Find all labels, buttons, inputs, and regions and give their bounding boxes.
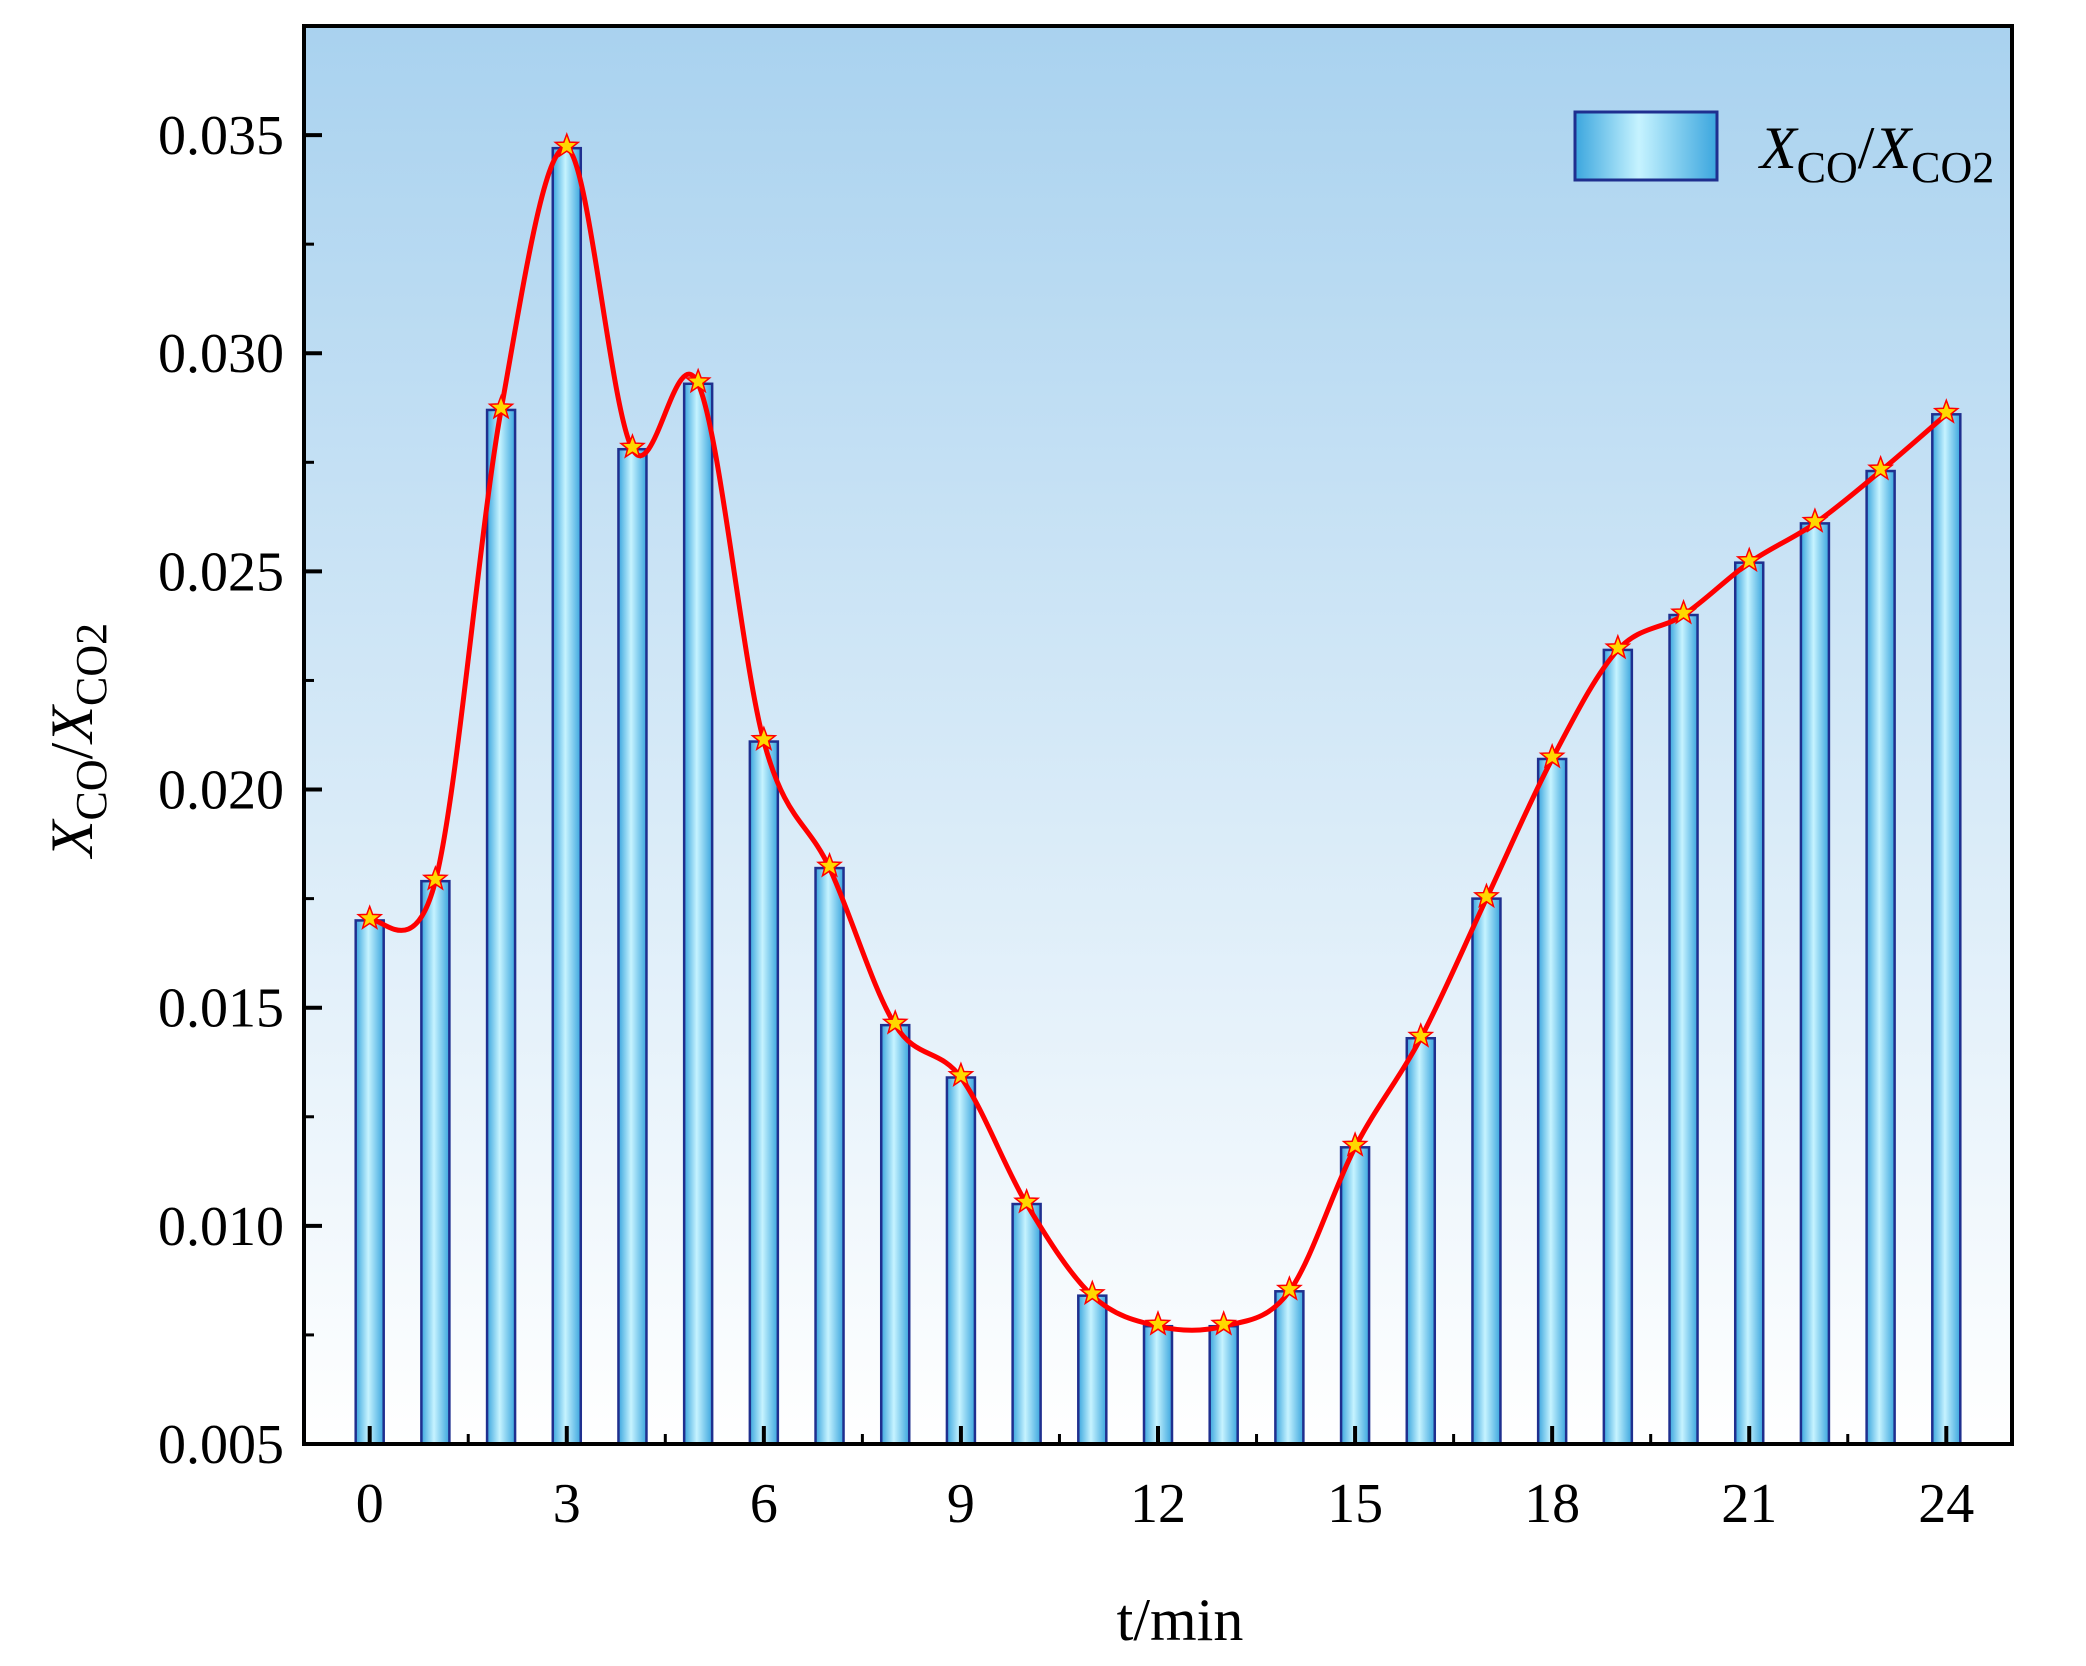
point-marker: [1013, 1187, 1041, 1214]
bars-layer: [354, 146, 1962, 1446]
y-tick-label: 0.015: [158, 978, 284, 1040]
x-tick-label: 15: [1327, 1473, 1383, 1535]
bar: [420, 879, 451, 1446]
legend: XCO/XCO2: [1573, 110, 1994, 192]
point-marker: [356, 904, 384, 930]
x-tick-label: 12: [1130, 1473, 1186, 1535]
point-marker: [1275, 1275, 1303, 1301]
x-tick-label: 21: [1721, 1473, 1777, 1535]
bar: [1274, 1290, 1305, 1446]
point-marker: [553, 132, 581, 158]
point-marker: [1144, 1310, 1172, 1336]
point-marker: [750, 725, 778, 752]
bar: [1602, 648, 1634, 1446]
point-marker: [1407, 1022, 1435, 1048]
x-tick-label: 24: [1918, 1473, 1974, 1535]
point-marker: [1078, 1279, 1106, 1306]
point-marker: [487, 393, 515, 420]
y-tick-label: 0.025: [158, 541, 284, 603]
point-marker: [1210, 1310, 1238, 1336]
point-marker: [1670, 598, 1698, 625]
bar: [748, 740, 780, 1446]
point-marker: [1735, 546, 1763, 573]
x-tick-label: 3: [553, 1473, 581, 1535]
bar: [1733, 561, 1765, 1446]
markers-layer: [356, 132, 1960, 1336]
point-marker: [1538, 742, 1566, 769]
y-tick-label: 0.030: [158, 323, 284, 385]
point-marker: [684, 367, 712, 394]
point-marker: [881, 1008, 909, 1035]
bar: [1471, 897, 1502, 1446]
x-tick-label: 9: [947, 1473, 975, 1535]
y-axis-title: XCO/XCO2: [39, 623, 116, 859]
bar: [879, 1023, 911, 1446]
point-marker: [816, 851, 844, 878]
x-tick-label: 0: [356, 1473, 384, 1535]
bar: [1011, 1202, 1042, 1446]
y-tick-label: 0.005: [158, 1414, 284, 1476]
y-tick-label: 0.010: [158, 1196, 284, 1258]
y-axis-ticks: 0.005 0.010 0.015 0.020 0.025 0.030 0.035: [158, 105, 322, 1476]
point-marker: [947, 1061, 975, 1087]
bar: [354, 919, 385, 1446]
bar: [1865, 469, 1896, 1446]
bar: [485, 408, 517, 1446]
bar: [814, 866, 845, 1446]
bar: [1536, 757, 1568, 1446]
x-axis-title: t/min: [1117, 1587, 1244, 1653]
y-tick-label: 0.035: [158, 105, 284, 167]
x-axis-ticks: 0 3 6 9 12 15 18 21 24: [356, 1426, 1974, 1535]
legend-swatch: [1573, 110, 1719, 182]
point-marker: [1801, 507, 1829, 533]
point-marker: [1867, 454, 1895, 481]
bar: [1077, 1294, 1108, 1446]
bar: [1799, 522, 1831, 1446]
bar: [617, 447, 648, 1446]
bar: [682, 382, 714, 1446]
point-marker: [1604, 633, 1632, 660]
bar: [1405, 1036, 1437, 1446]
bar: [1208, 1324, 1239, 1446]
point-marker: [618, 433, 646, 459]
bar: [945, 1076, 977, 1446]
point-marker: [1932, 398, 1960, 424]
point-marker: [1472, 882, 1500, 909]
y-tick-label: 0.020: [158, 760, 284, 822]
x-tick-label: 18: [1524, 1473, 1580, 1535]
bar: [551, 146, 583, 1446]
plot-background: [304, 26, 2012, 1444]
point-marker: [1341, 1131, 1369, 1157]
bar: [1339, 1146, 1371, 1446]
x-tick-label: 6: [750, 1473, 778, 1535]
bar: [1931, 413, 1962, 1446]
point-marker: [421, 864, 449, 891]
legend-label: XCO/XCO2: [1758, 115, 1994, 192]
bar: [1668, 613, 1699, 1446]
